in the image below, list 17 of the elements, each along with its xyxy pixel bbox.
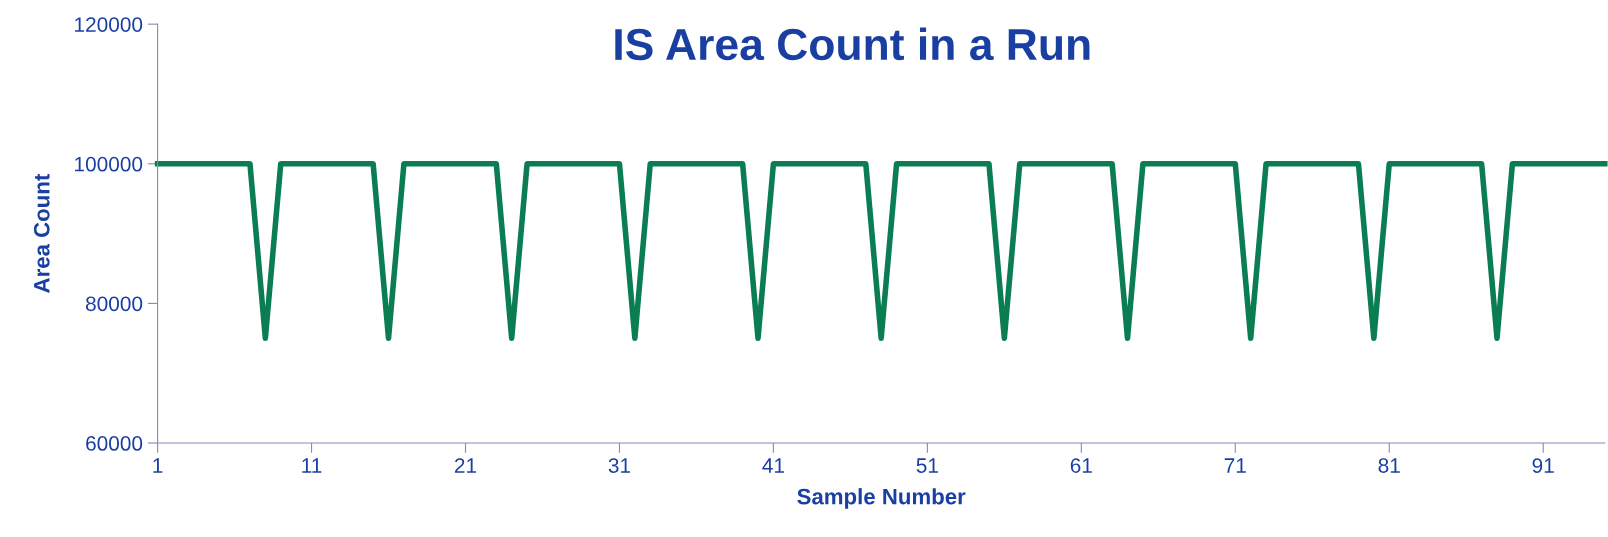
x-tick-label: 71 [1224, 458, 1246, 473]
x-axis-title: Sample Number [797, 488, 966, 509]
x-tick-label: 21 [454, 458, 477, 473]
y-tick-label: 100000 [75, 156, 143, 172]
x-tick-label: 11 [302, 458, 322, 473]
y-tick-label: 80000 [85, 296, 143, 312]
x-tick-label: 91 [1532, 458, 1554, 473]
y-tick-label: 60000 [86, 436, 143, 451]
chart-title: IS Area Count in a Run [615, 27, 1090, 61]
y-axis-title: Area Count [33, 173, 50, 293]
y-tick-label: 120000 [75, 17, 143, 32]
x-tick-label: 61 [1070, 458, 1092, 473]
x-tick-label: 1 [153, 458, 163, 473]
x-tick-label: 81 [1378, 458, 1400, 473]
x-tick-label: 31 [608, 458, 631, 473]
x-tick-label: 41 [762, 458, 784, 473]
x-tick-label: 51 [916, 458, 938, 473]
